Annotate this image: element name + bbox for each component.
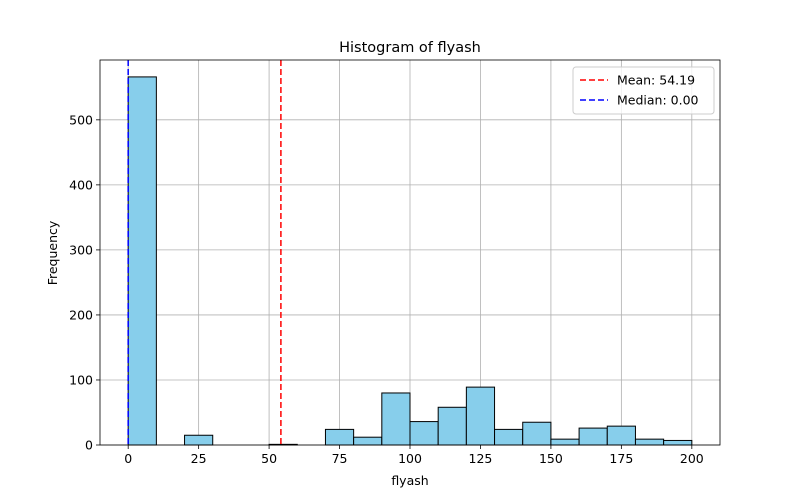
histogram-bar [634,438,665,446]
x-tick-label: 125 [469,451,493,466]
x-tick-label: 0 [124,451,132,466]
histogram-bar [522,421,552,446]
histogram-bar [663,439,693,446]
histogram-bar [184,434,214,446]
y-tick-label: 0 [85,438,93,453]
reference-lines [127,60,282,445]
legend-box [572,66,715,115]
histogram-bar [606,425,636,446]
histogram-bar [127,76,157,446]
histogram-bar [465,386,496,446]
histogram-bar [578,427,608,446]
x-tick-label: 150 [539,451,563,466]
y-tick-label: 400 [69,177,93,192]
y-tick-label: 500 [69,112,93,127]
x-axis-label: flyash [391,473,428,488]
legend: Mean: 54.19 Median: 0.00 [572,66,715,115]
legend-median-label: Median: 0.00 [617,93,699,108]
y-axis-ticks: 0 100 200 300 400 500 [69,112,100,453]
histogram-bar [353,436,383,446]
y-axis-label: Frequency [45,220,60,285]
histogram-bar [494,428,524,446]
y-tick-label: 100 [69,372,93,387]
x-tick-label: 75 [332,451,348,466]
histogram-bar [324,428,355,446]
x-tick-label: 175 [609,451,633,466]
x-tick-label: 50 [261,451,277,466]
legend-mean-label: Mean: 54.19 [617,73,695,88]
histogram-bars [127,76,693,446]
histogram-bar [437,406,467,446]
histogram-bar [550,438,580,446]
y-tick-label: 200 [69,307,93,322]
chart-title: Histogram of flyash [339,40,481,56]
histogram-bar [381,392,411,446]
x-tick-label: 25 [191,451,207,466]
x-axis-ticks: 0 25 50 75 100 125 150 175 200 [124,445,704,466]
histogram-bar [409,421,439,446]
y-tick-label: 300 [69,242,93,257]
x-tick-label: 200 [680,451,704,466]
x-tick-label: 100 [398,451,422,466]
